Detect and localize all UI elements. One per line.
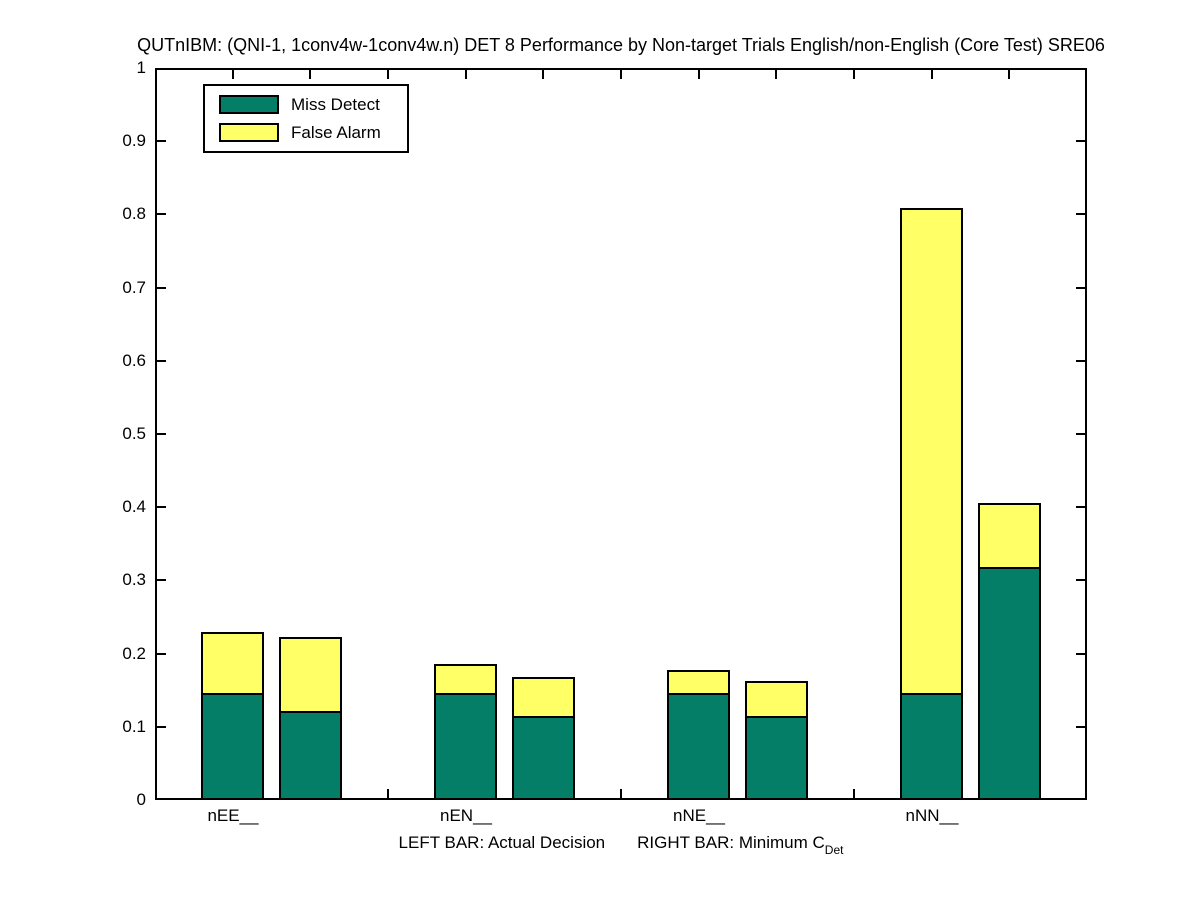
x-tick-top [465,70,467,79]
x-axis-label-right: RIGHT BAR: Minimum C [637,833,825,852]
x-tick-label: nEE__ [207,806,259,825]
bar-false-alarm [201,632,264,695]
y-tick-label: 0.1 [122,717,146,736]
x-tick-top [542,70,544,79]
bar-false-alarm [667,670,730,695]
y-tick-label: 0.4 [122,497,146,516]
y-tick-label: 0.8 [122,204,146,223]
y-tick-label: 0.2 [122,644,146,663]
x-tick-top [232,70,234,79]
x-tick-top [387,70,389,79]
y-tick-label: 0.7 [122,278,146,297]
bar-miss-detect [279,711,342,800]
bar-false-alarm [900,208,963,695]
y-tick-left [157,360,166,362]
bar-miss-detect [745,716,808,800]
y-tick-left [157,506,166,508]
x-tick-top [1008,70,1010,79]
y-tick-label: 0 [136,790,146,809]
y-tick-label: 0.5 [122,424,146,443]
y-tick-right [1076,213,1085,215]
y-tick-left [157,653,166,655]
chart-title: QUTnIBM: (QNI-1, 1conv4w-1conv4w.n) DET … [137,35,1105,55]
x-tick-top [620,70,622,79]
bar-miss-detect [201,693,264,800]
bar-false-alarm [978,503,1041,569]
y-tick-right [1076,433,1085,435]
x-axis-label: LEFT BAR: Actual Decision RIGHT BAR: Mini… [398,833,844,858]
legend-label-miss-detect: Miss Detect [291,94,380,114]
x-tick-bottom [853,789,855,798]
y-tick-right [1076,287,1085,289]
bar-miss-detect [900,693,963,800]
x-tick-label: nNE__ [673,806,725,825]
legend-swatch-false-alarm [219,123,279,142]
legend: Miss Detect False Alarm [203,84,409,153]
x-tick-label: nNN__ [905,806,959,825]
y-tick-left [157,140,166,142]
x-tick-label: nEN__ [440,806,492,825]
y-tick-right [1076,140,1085,142]
legend-label-false-alarm: False Alarm [291,122,381,142]
x-tick-top [931,70,933,79]
y-tick-right [1076,726,1085,728]
y-tick-label: 0.9 [122,131,146,150]
y-tick-left [157,213,166,215]
legend-entry-false-alarm: False Alarm [219,123,407,143]
y-tick-right [1076,579,1085,581]
y-tick-label: 0.6 [122,351,146,370]
x-tick-top [698,70,700,79]
y-tick-left [157,726,166,728]
bar-miss-detect [512,716,575,800]
x-tick-top [853,70,855,79]
y-tick-label: 1 [136,58,146,77]
y-tick-right [1076,653,1085,655]
bar-false-alarm [745,681,808,718]
y-tick-left [157,579,166,581]
bar-miss-detect [667,693,730,800]
bar-false-alarm [512,677,575,718]
bar-false-alarm [434,664,497,695]
x-tick-top [775,70,777,79]
x-tick-bottom [387,789,389,798]
x-axis-label-left: LEFT BAR: Actual Decision [398,833,606,852]
bar-false-alarm [279,637,342,713]
x-axis-label-subscript: Det [824,843,844,858]
bar-miss-detect [434,693,497,800]
y-tick-left [157,433,166,435]
legend-entry-miss-detect: Miss Detect [219,95,407,115]
x-tick-top [309,70,311,79]
legend-swatch-miss-detect [219,95,279,114]
y-tick-label: 0.3 [122,570,146,589]
plot-area [155,68,1087,800]
y-tick-left [157,287,166,289]
y-tick-right [1076,506,1085,508]
bar-miss-detect [978,567,1041,800]
y-tick-right [1076,360,1085,362]
x-tick-bottom [620,789,622,798]
